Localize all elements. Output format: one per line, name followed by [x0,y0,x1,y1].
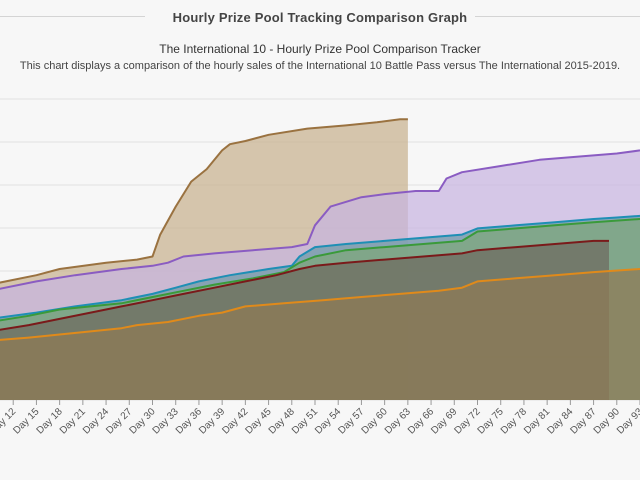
area-layer [0,119,640,400]
page-title: Hourly Prize Pool Tracking Comparison Gr… [172,9,468,25]
series-line-2[interactable] [0,149,640,290]
series-line-5[interactable] [0,239,609,332]
header-rule-left [0,16,145,17]
series-line-3[interactable] [0,214,640,319]
chart-subtitle: This chart displays a comparison of the … [19,60,621,72]
header-rule-right [475,16,640,17]
chart-title: The International 10 - Hourly Prize Pool… [159,42,481,56]
series-area-6 [0,269,640,400]
series-line-4[interactable] [0,218,640,322]
line-layer [0,118,640,341]
page-header: Hourly Prize Pool Tracking Comparison Gr… [0,0,640,34]
series-line-1[interactable] [0,118,408,284]
series-line-6[interactable] [0,268,640,341]
x-tick-label: Day 93 [615,406,640,436]
